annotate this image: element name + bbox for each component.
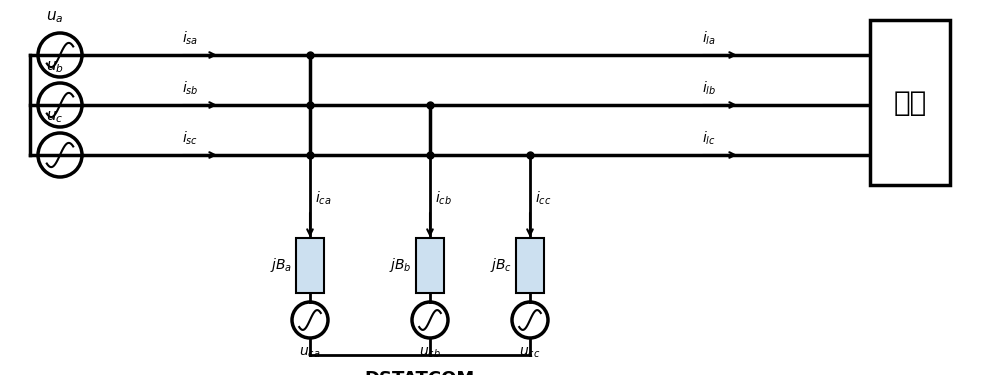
Text: $i_{la}$: $i_{la}$ (702, 30, 716, 47)
Text: $u_{cb}$: $u_{cb}$ (419, 346, 441, 360)
Text: $i_{ca}$: $i_{ca}$ (315, 190, 332, 207)
Bar (416, 237, 444, 292)
Bar (870, 20, 950, 185)
Text: $u_{cc}$: $u_{cc}$ (519, 346, 541, 360)
Text: DSTATCOM: DSTATCOM (365, 370, 475, 375)
Text: $u_b$: $u_b$ (46, 59, 64, 75)
Text: 负载: 负载 (893, 88, 927, 117)
Text: $i_{lb}$: $i_{lb}$ (702, 80, 716, 97)
Text: $jB_b$: $jB_b$ (389, 256, 412, 274)
Text: $jB_c$: $jB_c$ (490, 256, 512, 274)
Text: $jB_a$: $jB_a$ (270, 256, 292, 274)
Text: $i_{lc}$: $i_{lc}$ (702, 130, 716, 147)
Text: $i_{sa}$: $i_{sa}$ (182, 30, 198, 47)
Text: $u_c$: $u_c$ (46, 109, 64, 125)
Bar (296, 237, 324, 292)
Text: $i_{cb}$: $i_{cb}$ (435, 190, 452, 207)
Text: $u_{ca}$: $u_{ca}$ (299, 346, 321, 360)
Text: $u_a$: $u_a$ (46, 9, 64, 25)
Bar (516, 237, 544, 292)
Text: $i_{sb}$: $i_{sb}$ (182, 80, 199, 97)
Text: $i_{sc}$: $i_{sc}$ (182, 130, 198, 147)
Text: $i_{cc}$: $i_{cc}$ (535, 190, 551, 207)
